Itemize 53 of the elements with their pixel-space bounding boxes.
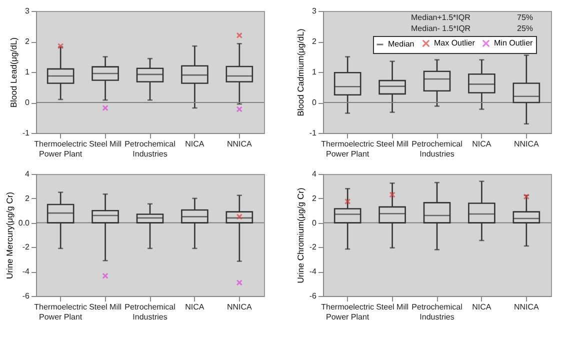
x-tick-label: Petrochemical Industries	[124, 302, 176, 322]
x-tick-label: Steel Mill	[89, 140, 122, 148]
y-tick-label: 0	[312, 218, 318, 228]
annotation: 25%	[517, 24, 534, 33]
y-tick-label: 3	[25, 6, 30, 16]
x-tick-label: NICA	[472, 140, 492, 148]
x-tick-label: NICA	[472, 302, 492, 312]
x-tick-label: Thermoelectric Power Plant	[34, 140, 88, 158]
y-tick-label: 2	[312, 37, 318, 46]
y-tick-label: 4	[25, 170, 30, 178]
x-tick-label: Petrochemical Industries	[124, 140, 176, 158]
y-tick-label: 1	[25, 68, 30, 76]
x-tick-label: Steel Mill	[376, 140, 409, 148]
y-tick-label: 1	[312, 68, 318, 76]
y-tick-label: 0	[312, 98, 318, 107]
y-tick-label: 2	[25, 37, 30, 46]
x-tick-label: NNICA	[514, 140, 540, 148]
x-tick-label: Steel Mill	[89, 302, 122, 312]
y-tick-label: -1	[309, 128, 318, 138]
x-tick-label: Thermoelectric Power Plant	[321, 140, 374, 158]
y-tick-label: 3	[312, 6, 318, 16]
y-axis-title: Urine Chromium(μg/g Cr)	[295, 188, 306, 284]
x-tick-label: Steel Mill	[376, 302, 409, 312]
x-tick-label: Petrochemical Industries	[412, 140, 463, 158]
x-tick-label: Thermoelectric Power Plant	[34, 302, 88, 322]
y-tick-label: -6	[309, 292, 318, 300]
legend-label: Median	[388, 40, 414, 48]
y-tick-label: 0.0	[18, 218, 30, 228]
annotation: 75%	[517, 13, 534, 22]
y-tick-label: 2	[312, 194, 318, 203]
x-tick-label: NNICA	[514, 302, 540, 312]
x-tick-label: NNICA	[226, 140, 253, 148]
y-tick-label: -4	[22, 267, 30, 276]
x-tick-label: NICA	[185, 302, 205, 312]
x-tick-label: NICA	[185, 140, 205, 148]
y-tick-label: 0	[25, 98, 30, 107]
y-axis-title: Urine Mercury(μg/g Cr)	[4, 192, 14, 280]
y-tick-label: -4	[309, 267, 318, 276]
y-tick-label: -2	[309, 242, 318, 252]
y-axis-title: Blood Cadmium(μg/dL)	[295, 28, 306, 116]
y-tick-label: 2	[25, 194, 30, 203]
y-tick-label: -2	[22, 242, 30, 252]
annotation: Median- 1.5*IQR	[411, 24, 471, 33]
y-tick-label: 4	[312, 170, 318, 178]
x-tick-label: Petrochemical Industries	[412, 302, 463, 322]
y-tick-label: -6	[22, 292, 30, 300]
x-tick-label: NNICA	[226, 302, 253, 312]
annotation: Median+1.5*IQR	[411, 13, 471, 22]
y-axis-title: Blood Lead(μg/dL)	[8, 37, 18, 108]
legend-label: Min Outlier	[494, 38, 534, 48]
legend-label: Max Outlier	[434, 38, 476, 48]
y-tick-label: -1	[22, 128, 30, 138]
x-tick-label: Thermoelectric Power Plant	[321, 302, 374, 322]
